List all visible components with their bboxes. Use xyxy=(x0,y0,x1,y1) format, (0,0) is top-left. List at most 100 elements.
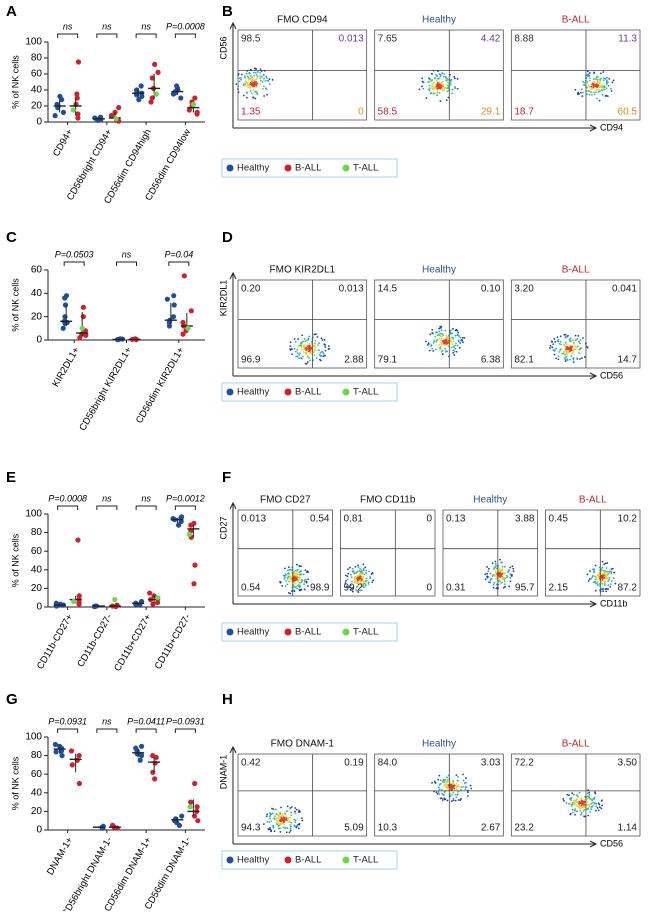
event-dot xyxy=(501,568,504,570)
event-dot xyxy=(499,558,501,561)
event-dot xyxy=(255,77,258,80)
event-dot xyxy=(589,77,591,80)
event-dot xyxy=(506,576,508,579)
event-dot xyxy=(493,581,496,584)
event-dot xyxy=(357,564,359,567)
event-dot xyxy=(269,817,271,820)
event-dot xyxy=(446,90,449,93)
event-dot xyxy=(317,349,320,352)
event-dot xyxy=(293,586,295,588)
plot-title: FMO DNAM-1 xyxy=(271,739,335,750)
panel-letter: D xyxy=(222,229,233,246)
event-dot xyxy=(505,574,508,577)
event-dot xyxy=(574,348,577,351)
event-dot xyxy=(243,75,246,78)
event-dot xyxy=(243,84,245,87)
event-dot xyxy=(263,85,265,88)
event-dot xyxy=(261,75,263,78)
event-dot xyxy=(324,354,326,357)
event-dot xyxy=(580,797,583,800)
event-dot xyxy=(459,785,461,788)
event-dot xyxy=(578,348,581,351)
event-dot xyxy=(596,80,599,82)
event-dot xyxy=(598,806,601,809)
event-dot xyxy=(591,801,594,804)
event-dot xyxy=(283,823,285,826)
data-point xyxy=(100,825,106,831)
event-dot xyxy=(498,572,501,575)
data-point xyxy=(179,813,185,819)
event-dot xyxy=(564,336,567,339)
event-dot xyxy=(599,86,602,89)
significance-bracket xyxy=(135,505,157,510)
event-dot xyxy=(441,89,444,92)
event-dot xyxy=(610,572,613,575)
quadrant-value: 0.013 xyxy=(241,514,266,525)
event-dot xyxy=(607,84,610,87)
event-dot xyxy=(446,785,449,788)
event-dot xyxy=(445,79,448,82)
event-dot xyxy=(328,347,331,350)
panel-letter: H xyxy=(222,691,233,708)
event-dot xyxy=(359,572,361,575)
event-dot xyxy=(458,346,461,349)
event-dot xyxy=(552,343,555,346)
event-dot xyxy=(598,573,600,576)
event-dot xyxy=(253,81,256,84)
event-dot xyxy=(363,586,365,589)
event-dot xyxy=(611,81,614,84)
event-dot xyxy=(287,816,290,819)
x-axis-label: CD56 xyxy=(600,370,623,380)
event-dot xyxy=(250,92,253,94)
event-dot xyxy=(437,333,440,336)
y-tick-label: 0 xyxy=(36,335,42,346)
event-dot xyxy=(436,94,438,97)
data-point xyxy=(194,804,200,810)
event-dot xyxy=(451,343,454,345)
event-dot xyxy=(312,351,315,354)
event-dot xyxy=(267,828,270,830)
event-dot xyxy=(295,355,298,358)
event-dot xyxy=(245,72,248,75)
quadrant-value: 0 xyxy=(426,514,432,525)
legend-swatch xyxy=(284,628,292,636)
event-dot xyxy=(248,78,251,81)
y-axis-label: CD56 xyxy=(218,36,228,59)
event-dot xyxy=(595,83,597,86)
plot-title: B-ALL xyxy=(579,495,607,506)
event-dot xyxy=(583,84,586,86)
event-dot xyxy=(303,348,306,351)
event-dot xyxy=(601,583,603,585)
event-dot xyxy=(240,78,243,81)
event-dot xyxy=(564,341,567,344)
data-point xyxy=(63,293,70,299)
event-dot xyxy=(582,80,585,83)
event-dot xyxy=(556,339,559,342)
event-dot xyxy=(581,357,583,360)
event-dot xyxy=(572,361,575,364)
event-dot xyxy=(357,579,360,582)
event-dot xyxy=(605,79,608,82)
event-dot xyxy=(364,584,367,587)
event-dot xyxy=(503,578,506,581)
event-dot xyxy=(289,345,292,347)
event-dot xyxy=(564,360,567,362)
event-dot xyxy=(575,805,578,807)
event-dot xyxy=(579,810,582,812)
event-dot xyxy=(268,812,271,815)
quadrant-value: 6.38 xyxy=(481,355,501,366)
data-point xyxy=(186,531,192,538)
event-dot xyxy=(272,808,275,811)
event-dot xyxy=(502,586,505,589)
event-dot xyxy=(602,79,605,82)
event-dot xyxy=(604,580,606,583)
event-dot xyxy=(439,73,442,76)
event-dot xyxy=(575,803,577,806)
event-dot xyxy=(508,585,511,588)
event-dot xyxy=(567,348,569,351)
event-dot xyxy=(462,785,465,788)
event-dot xyxy=(286,827,289,830)
plot-frame xyxy=(374,29,504,121)
panel-letter: A xyxy=(6,3,17,20)
event-dot xyxy=(591,81,594,84)
